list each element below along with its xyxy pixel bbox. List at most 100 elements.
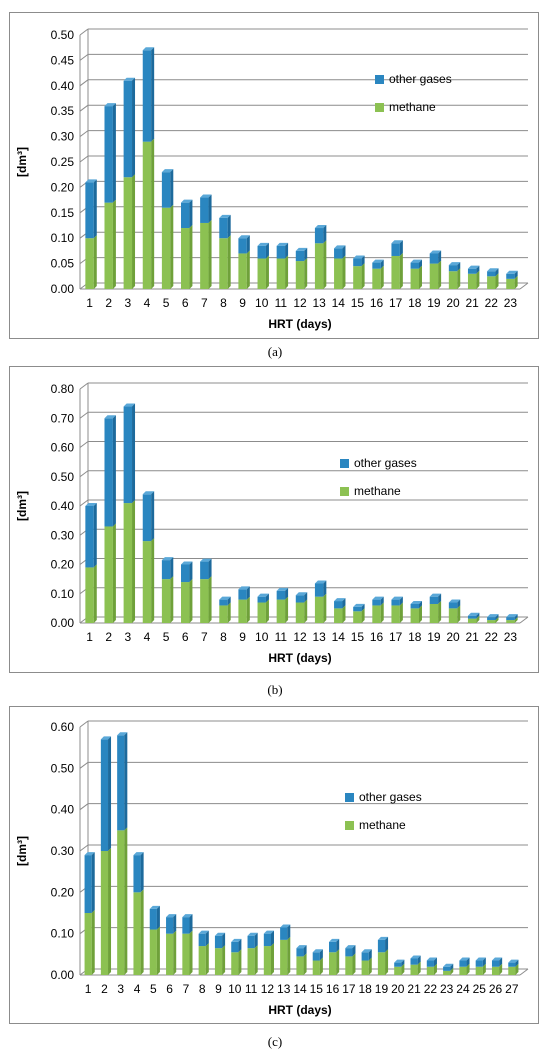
bar-methane [231, 952, 239, 975]
x-tick-label: 18 [408, 630, 422, 644]
bar-side-methane [342, 255, 346, 289]
bar-side-methane [323, 593, 327, 623]
bar-side-other [246, 586, 250, 600]
gridline-side [79, 499, 89, 507]
bar-top [161, 557, 174, 561]
bar-methane [123, 177, 133, 289]
bar-side-other [91, 852, 95, 913]
bar-methane [238, 599, 247, 623]
y-tick-label: 0.35 [51, 104, 75, 118]
bar-other-gases [296, 948, 304, 957]
x-axis-label: HRT (days) [268, 317, 331, 331]
bar-side-other [151, 491, 155, 542]
x-tick-label: 10 [255, 296, 269, 310]
bar-top [296, 945, 307, 949]
floor-edge [519, 282, 529, 290]
y-tick-label: 0.00 [51, 968, 75, 982]
x-tick-label: 5 [163, 630, 170, 644]
bar-side-methane [417, 961, 421, 975]
bar-other-gases [353, 258, 362, 267]
bar-top [334, 245, 346, 249]
bar-top [142, 47, 155, 51]
bar-side-methane [189, 225, 193, 289]
bar-side-other [450, 963, 454, 971]
bar-side-other [93, 503, 97, 568]
bar-methane [353, 611, 362, 623]
bar-side-other [438, 593, 442, 604]
x-tick-label: 22 [424, 982, 438, 996]
gridline-side [79, 470, 89, 478]
bar-top [142, 491, 155, 495]
bar-side-methane [132, 500, 136, 623]
bar-other-gases [443, 966, 451, 971]
bar-top [181, 199, 193, 203]
bar-top [467, 612, 480, 616]
bar-top [161, 169, 174, 173]
legend-label: methane [359, 818, 406, 832]
bar-side-methane [514, 275, 518, 289]
bar-other-gases [142, 494, 152, 542]
bar-side-other [401, 959, 405, 967]
bar-side-other [227, 596, 231, 606]
bar-top [314, 225, 327, 229]
bar-methane [219, 605, 228, 623]
bar-top [166, 914, 177, 918]
bar-side-other [515, 959, 519, 967]
bar-methane [410, 964, 418, 975]
x-tick-label: 9 [239, 296, 246, 310]
legend-label: other gases [354, 456, 417, 470]
bar-side-methane [399, 252, 403, 289]
bar-methane [149, 929, 157, 975]
bar-methane [166, 933, 174, 975]
bar-top [219, 214, 231, 218]
bar-side-methane [140, 889, 144, 975]
gridline-side [79, 130, 89, 137]
bar-side-other [323, 225, 327, 244]
x-tick-label: 12 [261, 982, 275, 996]
bar-methane [334, 608, 343, 623]
bar-top [410, 600, 422, 604]
bar-top [487, 614, 499, 618]
bar-top [314, 580, 327, 584]
bar-methane [161, 207, 171, 289]
bar-other-gases [372, 599, 381, 606]
bar-other-gases [506, 617, 515, 621]
bar-side-other [304, 592, 308, 603]
bar-top [475, 957, 486, 961]
caption-c: (c) [267, 1034, 283, 1049]
bar-side-other [112, 103, 116, 203]
bar-side-other [270, 930, 274, 947]
bar-side-methane [482, 963, 486, 975]
bar-top [247, 932, 258, 936]
bar-other-gases [182, 917, 190, 934]
bar-side-methane [156, 926, 160, 975]
bar-top [238, 586, 250, 590]
bar-methane [391, 255, 400, 289]
bar-other-gases [142, 50, 152, 142]
x-tick-label: 13 [277, 982, 291, 996]
bar-side-methane [438, 600, 442, 623]
bar-methane [361, 960, 369, 975]
bar-methane [238, 253, 247, 289]
bar-top [361, 949, 372, 953]
bar-side-other [285, 587, 289, 600]
bar-methane [257, 602, 266, 623]
bar-methane [410, 608, 419, 623]
x-tick-label: 17 [389, 630, 403, 644]
bar-side-methane [124, 827, 128, 975]
bar-top [231, 938, 242, 942]
bar-side-other [303, 945, 307, 957]
bar-other-gases [257, 596, 266, 603]
bar-top [448, 599, 461, 603]
x-tick-label: 13 [312, 296, 326, 310]
bar-top [372, 596, 384, 600]
x-tick-label: 9 [239, 630, 246, 644]
bar-side-other [304, 247, 308, 262]
floor-edge [519, 968, 529, 976]
bar-other-gases [85, 506, 94, 568]
bar-side-methane [91, 910, 95, 975]
x-tick-label: 7 [201, 296, 208, 310]
bar-methane [117, 830, 125, 975]
bar-side-other [156, 905, 160, 930]
bar-side-other [495, 614, 499, 621]
